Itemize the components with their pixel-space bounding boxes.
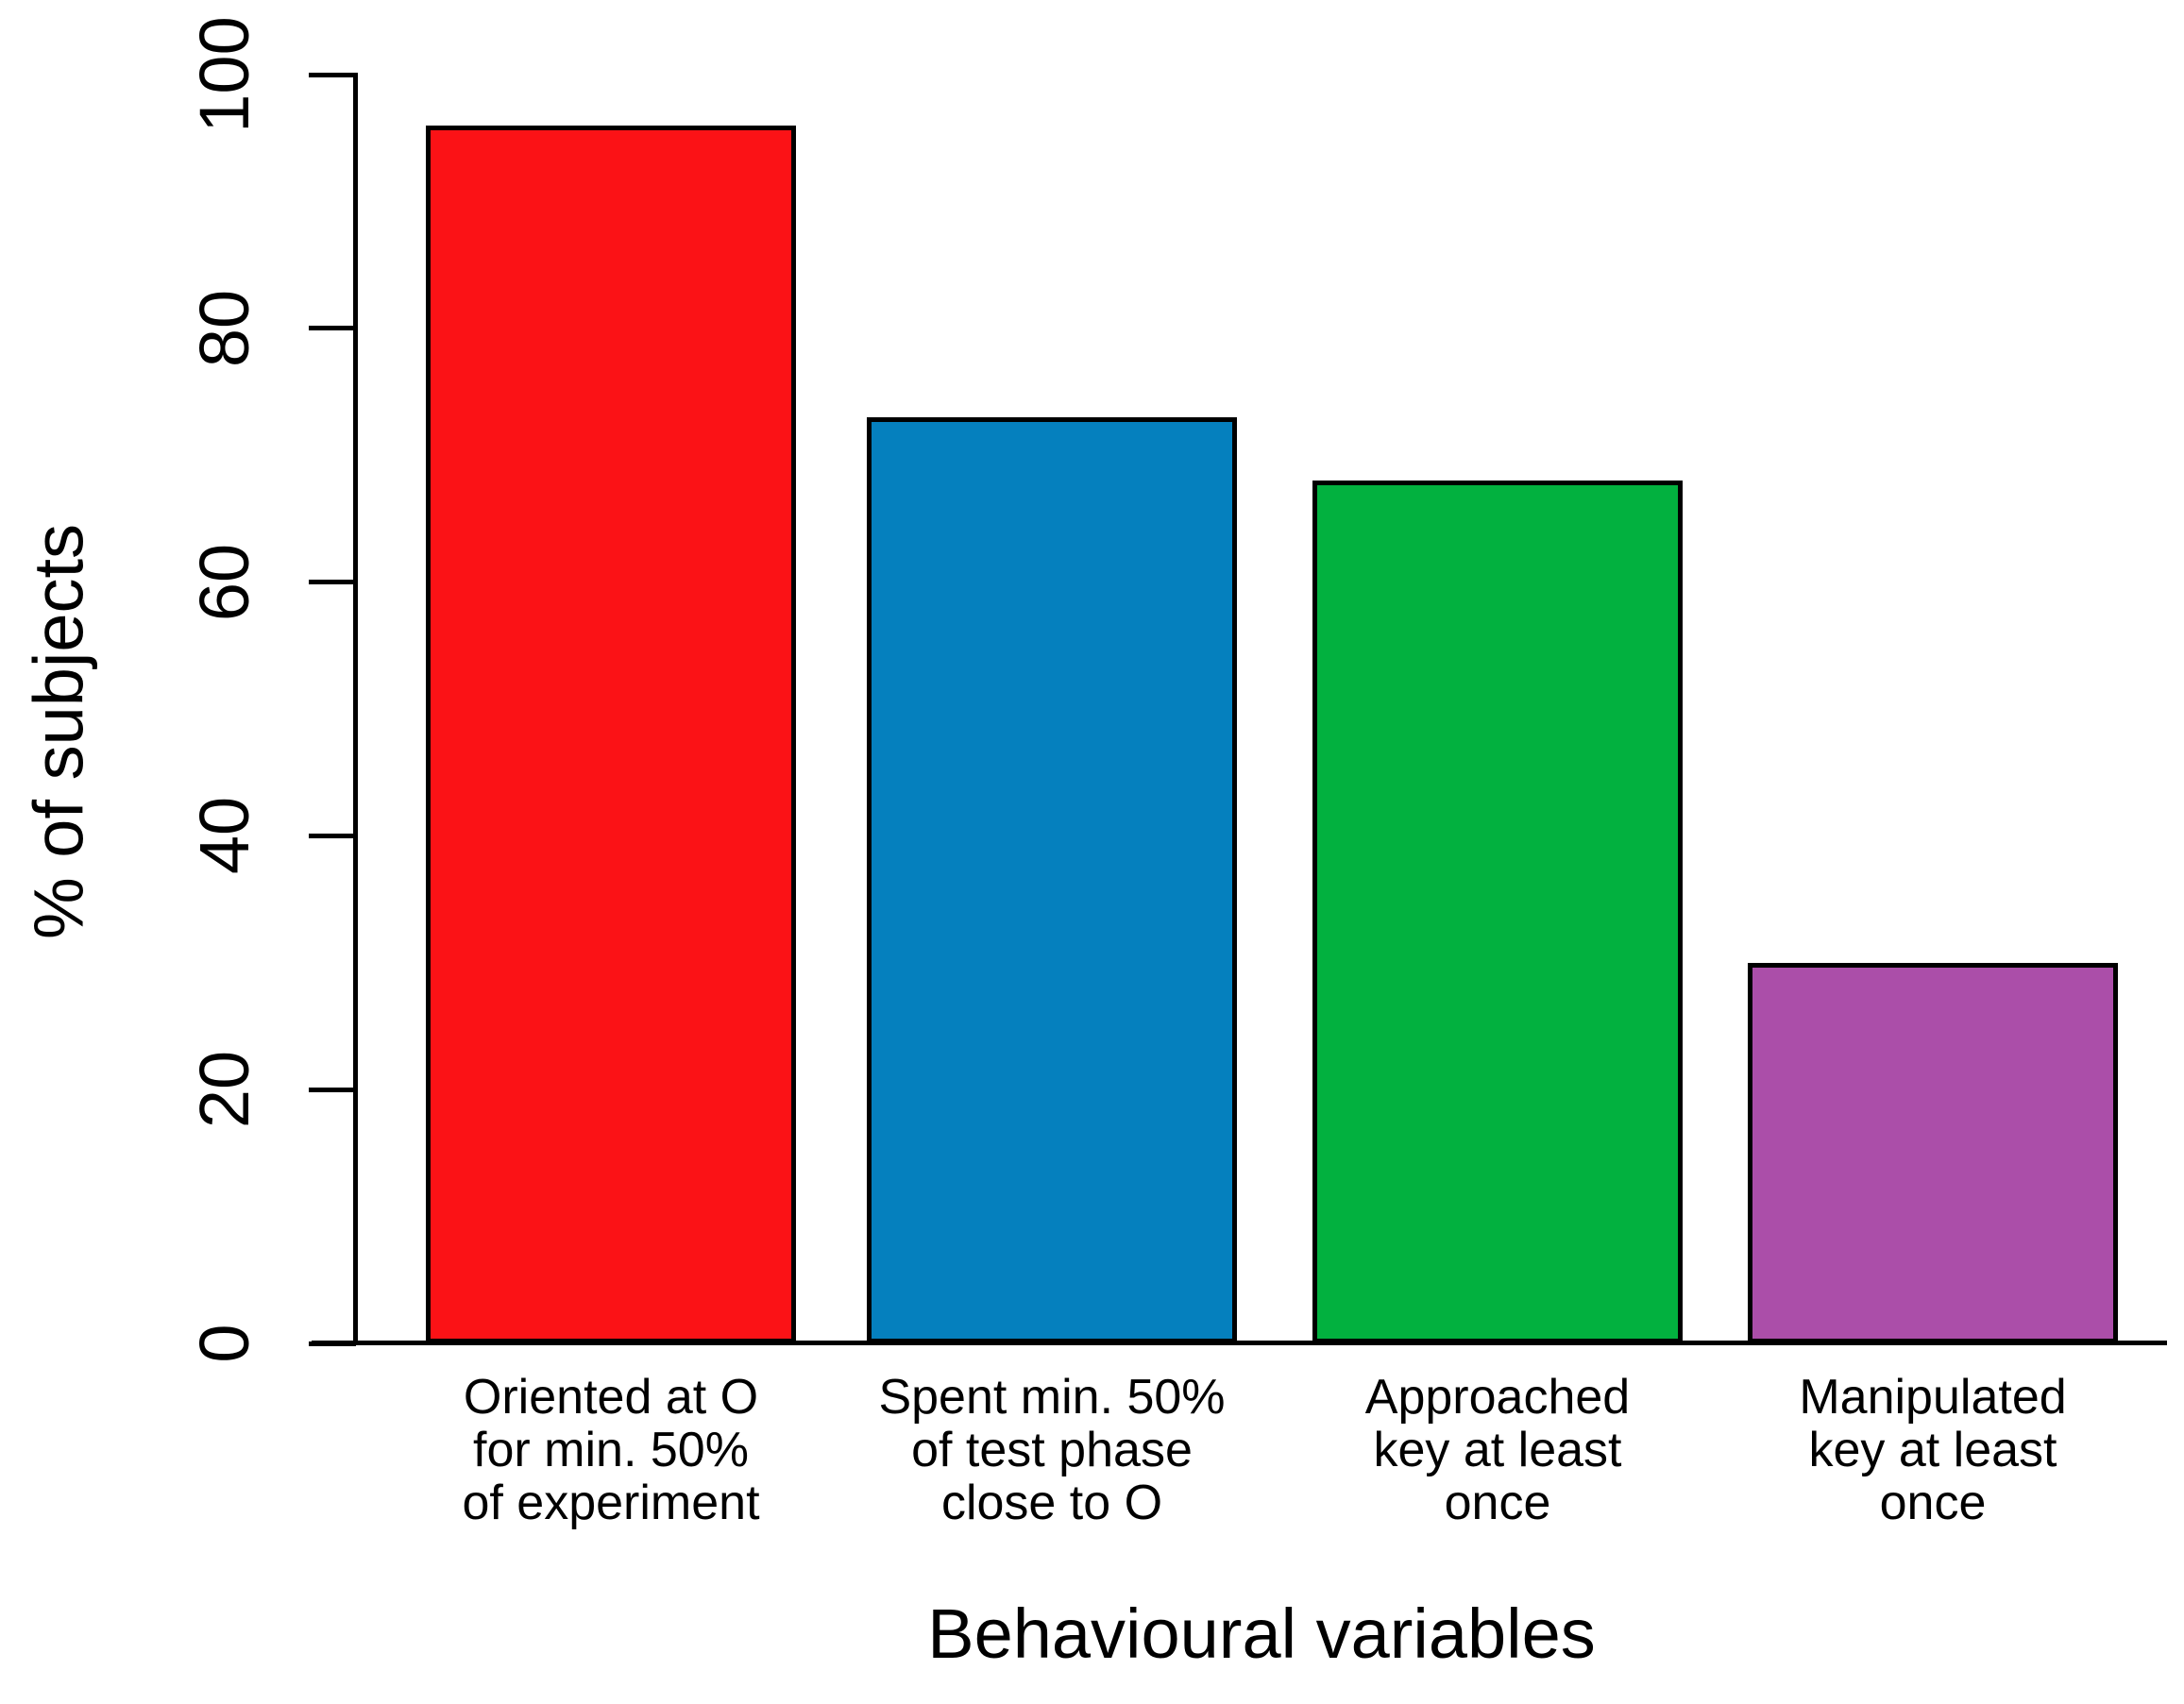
y-axis-tick-label-40: 40 xyxy=(185,797,263,875)
x-axis-line xyxy=(312,1341,2167,1345)
y-axis-tick-40 xyxy=(309,833,356,838)
bar-3 xyxy=(1312,481,1683,1343)
category-label-1: Oriented at O for min. 50% of experiment xyxy=(462,1370,760,1530)
bar-4 xyxy=(1748,962,2118,1343)
y-axis-tick-label-80: 80 xyxy=(185,289,263,367)
y-axis-tick-80 xyxy=(309,326,356,331)
bar-1 xyxy=(426,125,796,1343)
y-axis-tick-100 xyxy=(309,72,356,77)
y-axis-tick-label-100: 100 xyxy=(185,16,263,133)
bar-2 xyxy=(867,416,1237,1343)
y-axis-tick-0 xyxy=(309,1341,356,1346)
y-axis-tick-label-60: 60 xyxy=(185,543,263,621)
category-label-2: Spent min. 50% of test phase close to O xyxy=(878,1370,1226,1530)
y-axis-tick-label-20: 20 xyxy=(185,1051,263,1129)
x-axis-title: Behavioural variables xyxy=(927,1594,1596,1673)
y-axis-line xyxy=(353,73,358,1345)
y-axis-tick-60 xyxy=(309,580,356,585)
y-axis-tick-label-0: 0 xyxy=(185,1324,263,1363)
category-label-4: Manipulated key at least once xyxy=(1799,1370,2067,1530)
y-axis-tick-20 xyxy=(309,1087,356,1092)
y-axis-title: % of subjects xyxy=(19,523,98,940)
category-label-3: Approached key at least once xyxy=(1364,1370,1631,1530)
